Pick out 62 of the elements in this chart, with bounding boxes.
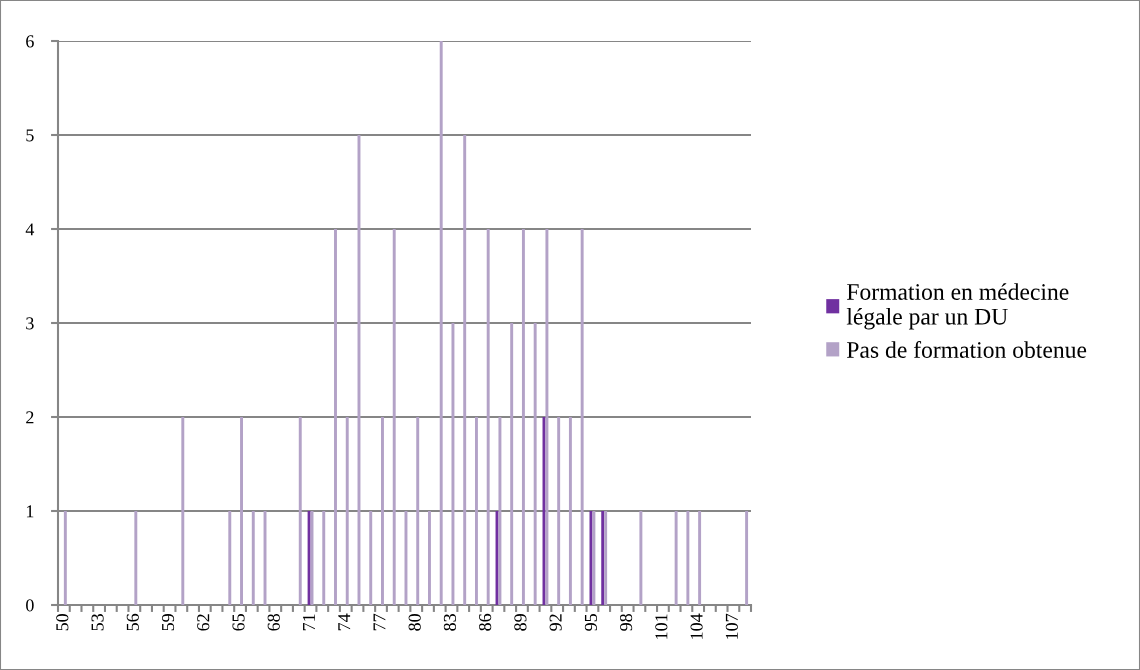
bar	[521, 229, 525, 605]
bar	[745, 511, 749, 605]
bar	[674, 511, 678, 605]
bar	[345, 417, 349, 605]
bar	[510, 323, 514, 605]
legend-label: Pas de formation obtenue	[847, 341, 1087, 358]
bar	[251, 511, 255, 605]
x-tick-label: 77	[373, 613, 386, 631]
bar	[498, 417, 502, 605]
y-tick-label: 0	[26, 599, 34, 612]
x-tick-label: 50	[56, 614, 69, 631]
bar	[533, 323, 537, 605]
bar	[369, 511, 373, 605]
x-tick-label: 74	[338, 613, 351, 631]
x-tick-label: 89	[514, 614, 527, 631]
bar	[545, 229, 549, 605]
bar	[686, 511, 690, 605]
bar	[240, 417, 243, 605]
bar	[181, 417, 185, 605]
y-tick-label: 2	[26, 411, 34, 424]
bar	[298, 417, 302, 605]
x-tick-label: 92	[549, 614, 562, 631]
bar	[439, 41, 443, 605]
y-tick-label: 5	[26, 129, 34, 142]
x-tick-label: 95	[584, 614, 597, 631]
bar	[416, 417, 420, 605]
x-tick-label: 107	[725, 613, 738, 639]
bar	[63, 511, 67, 605]
bar	[381, 417, 384, 605]
x-tick-label: 62	[197, 614, 210, 631]
y-tick-label: 1	[26, 505, 34, 518]
x-tick-label: 71	[302, 614, 315, 631]
bar	[557, 417, 561, 605]
bar	[392, 229, 396, 605]
x-tick-label: 80	[408, 614, 421, 631]
bar	[334, 229, 337, 605]
bar	[322, 511, 326, 605]
bar	[427, 511, 431, 605]
x-tick-label: 59	[161, 614, 175, 631]
y-tick-label: 6	[26, 35, 34, 48]
x-tick-label: 98	[620, 614, 633, 631]
legend-label: Formation en médecine légale par un DU	[846, 283, 1069, 330]
bar	[134, 511, 138, 605]
bar	[486, 229, 490, 605]
x-tick-label: 83	[443, 614, 456, 631]
y-tick-label: 4	[25, 223, 35, 236]
x-tick-label: 104	[690, 613, 703, 639]
bar	[639, 511, 643, 605]
bar	[451, 323, 455, 605]
x-tick-label: 53	[91, 614, 104, 631]
bar	[228, 511, 232, 605]
bar	[580, 229, 584, 605]
x-tick-label: 56	[126, 613, 139, 631]
x-tick-label: 65	[232, 614, 245, 631]
bar	[463, 135, 467, 605]
bar	[698, 511, 702, 605]
bar	[474, 417, 478, 605]
x-tick-label: 101	[655, 614, 668, 639]
y-tick-label: 3	[26, 317, 34, 330]
x-tick-label: 86	[479, 613, 492, 631]
x-tick-label: 68	[267, 614, 280, 631]
bar	[568, 417, 572, 605]
